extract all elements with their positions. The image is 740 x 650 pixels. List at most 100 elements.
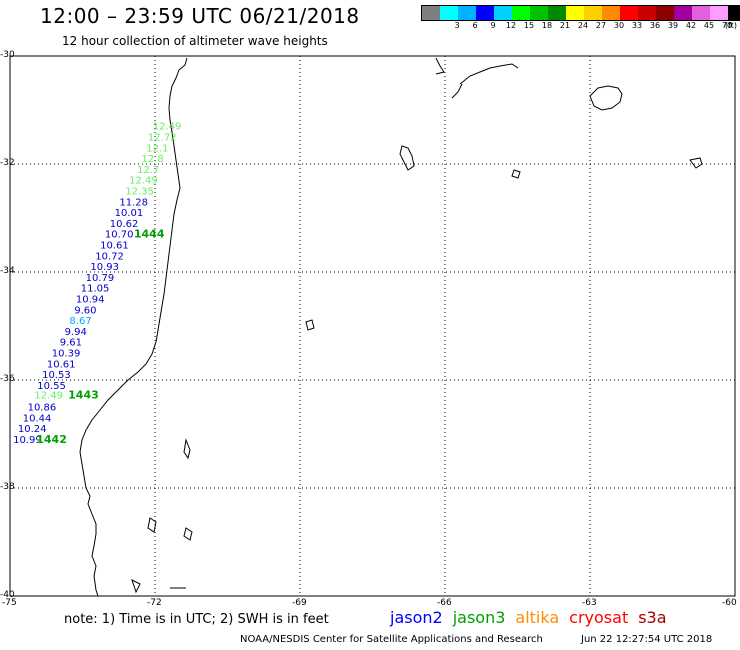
wave-height-value: 10.93	[90, 262, 119, 273]
page-title: 12:00 – 23:59 UTC 06/21/2018	[40, 4, 360, 28]
satellite-name: altika	[515, 608, 560, 627]
wave-height-value: 12.49	[34, 391, 63, 402]
wave-height-value: 10.99	[13, 435, 42, 446]
legend-swatch	[674, 6, 692, 20]
credit-text: NOAA/NESDIS Center for Satellite Applica…	[240, 634, 543, 645]
wave-height-value: 10.39	[52, 348, 81, 359]
page-subtitle: 12 hour collection of altimeter wave hei…	[62, 34, 328, 48]
latitude-label: -40	[0, 590, 15, 600]
wave-height-value: 10.24	[18, 424, 47, 435]
wave-height-value: 10.86	[28, 402, 57, 413]
wave-height-value: 10.79	[86, 273, 115, 284]
legend-tick-label: 45	[703, 21, 715, 30]
legend-tick-label: 18	[541, 21, 553, 30]
wave-height-value: 10.72	[95, 251, 124, 262]
longitude-label: -60	[722, 598, 737, 608]
legend-swatch	[476, 6, 494, 20]
legend-swatch	[584, 6, 602, 20]
longitude-label: -72	[147, 598, 162, 608]
coastline	[79, 57, 188, 597]
wave-height-value: 9.94	[65, 327, 87, 338]
satellite-name: cryosat	[569, 608, 629, 627]
wave-height-value: 12.7	[137, 165, 159, 176]
legend-swatch	[548, 6, 566, 20]
legend-tick-label: 30	[613, 21, 625, 30]
wave-height-value: 10.61	[47, 359, 76, 370]
legend-swatch	[656, 6, 674, 20]
legend-tick-label: 33	[631, 21, 643, 30]
legend-tick-label: 24	[577, 21, 589, 30]
pass-number-label: 1444	[134, 228, 165, 241]
longitude-label: -75	[2, 598, 17, 608]
wave-height-value: 12.49	[153, 122, 182, 133]
wave-height-value: 10.94	[76, 294, 105, 305]
wave-height-value: 12.35	[125, 186, 154, 197]
coastline	[147, 517, 157, 533]
legend-tick-label: 3	[454, 21, 460, 30]
coastline	[183, 438, 191, 460]
wave-height-value: 10.61	[100, 240, 129, 251]
generated-timestamp: Jun 22 12:27:54 UTC 2018	[581, 634, 713, 645]
wave-height-value: 10.55	[37, 381, 66, 392]
wave-height-value: 9.60	[74, 305, 96, 316]
legend-tick-label: 39	[667, 21, 679, 30]
satellite-name: jason2	[390, 608, 443, 627]
wave-height-value: 11.28	[119, 197, 148, 208]
legend-swatch	[530, 6, 548, 20]
pass-number-label: 1443	[68, 389, 99, 402]
latitude-label: -38	[0, 482, 15, 492]
legend-swatch	[440, 6, 458, 20]
latitude-label: -30	[0, 50, 15, 60]
pass-number-label: 1442	[36, 433, 67, 446]
coastline	[511, 169, 521, 179]
coastline	[305, 319, 315, 331]
legend-tick-label: 9	[490, 21, 496, 30]
coastline	[459, 63, 519, 85]
wave-height-value: 10.70	[105, 230, 134, 241]
latitude-label: -36	[0, 374, 15, 384]
legend-swatch	[494, 6, 512, 20]
latitude-label: -32	[0, 158, 15, 168]
legend-tick-label: 70	[721, 21, 733, 30]
coastline	[399, 145, 415, 171]
legend-swatch	[728, 6, 740, 20]
wave-height-value: 8.67	[69, 316, 91, 327]
legend-tick-label: 12	[505, 21, 517, 30]
legend-tick-label: 36	[649, 21, 661, 30]
longitude-label: -63	[582, 598, 597, 608]
legend-swatch	[620, 6, 638, 20]
legend-tick-label: 21	[559, 21, 571, 30]
legend-tick-label: 27	[595, 21, 607, 30]
coastline	[435, 57, 445, 75]
color-legend	[421, 5, 740, 21]
wave-height-value: 11.05	[81, 284, 110, 295]
wave-height-value: 12.1	[146, 143, 168, 154]
legend-swatch	[710, 6, 728, 20]
legend-unit: (ft)	[725, 21, 738, 30]
legend-swatch	[458, 6, 476, 20]
map-note: note: 1) Time is in UTC; 2) SWH is in fe…	[64, 612, 329, 627]
legend-swatch	[602, 6, 620, 20]
wave-height-value: 10.62	[110, 219, 139, 230]
satellite-legend: jason2 jason3 altika cryosat s3a	[390, 608, 677, 627]
wave-height-value: 9.61	[60, 338, 82, 349]
satellite-name: s3a	[638, 608, 667, 627]
map-frame	[9, 55, 736, 597]
coastline	[183, 527, 193, 541]
coastline	[451, 83, 463, 99]
coastline	[589, 85, 623, 111]
wave-height-value: 12.8	[141, 154, 163, 165]
legend-swatch	[692, 6, 710, 20]
wave-height-value: 12.72	[148, 132, 177, 143]
longitude-label: -69	[292, 598, 307, 608]
wave-height-value: 10.53	[42, 370, 71, 381]
legend-tick-label: 6	[472, 21, 478, 30]
wave-height-value: 10.44	[23, 413, 52, 424]
wave-height-value: 12.49	[129, 176, 158, 187]
coastline	[689, 157, 703, 169]
legend-swatch	[512, 6, 530, 20]
legend-swatch	[422, 6, 440, 20]
latitude-label: -34	[0, 266, 15, 276]
legend-tick-label: 15	[523, 21, 535, 30]
